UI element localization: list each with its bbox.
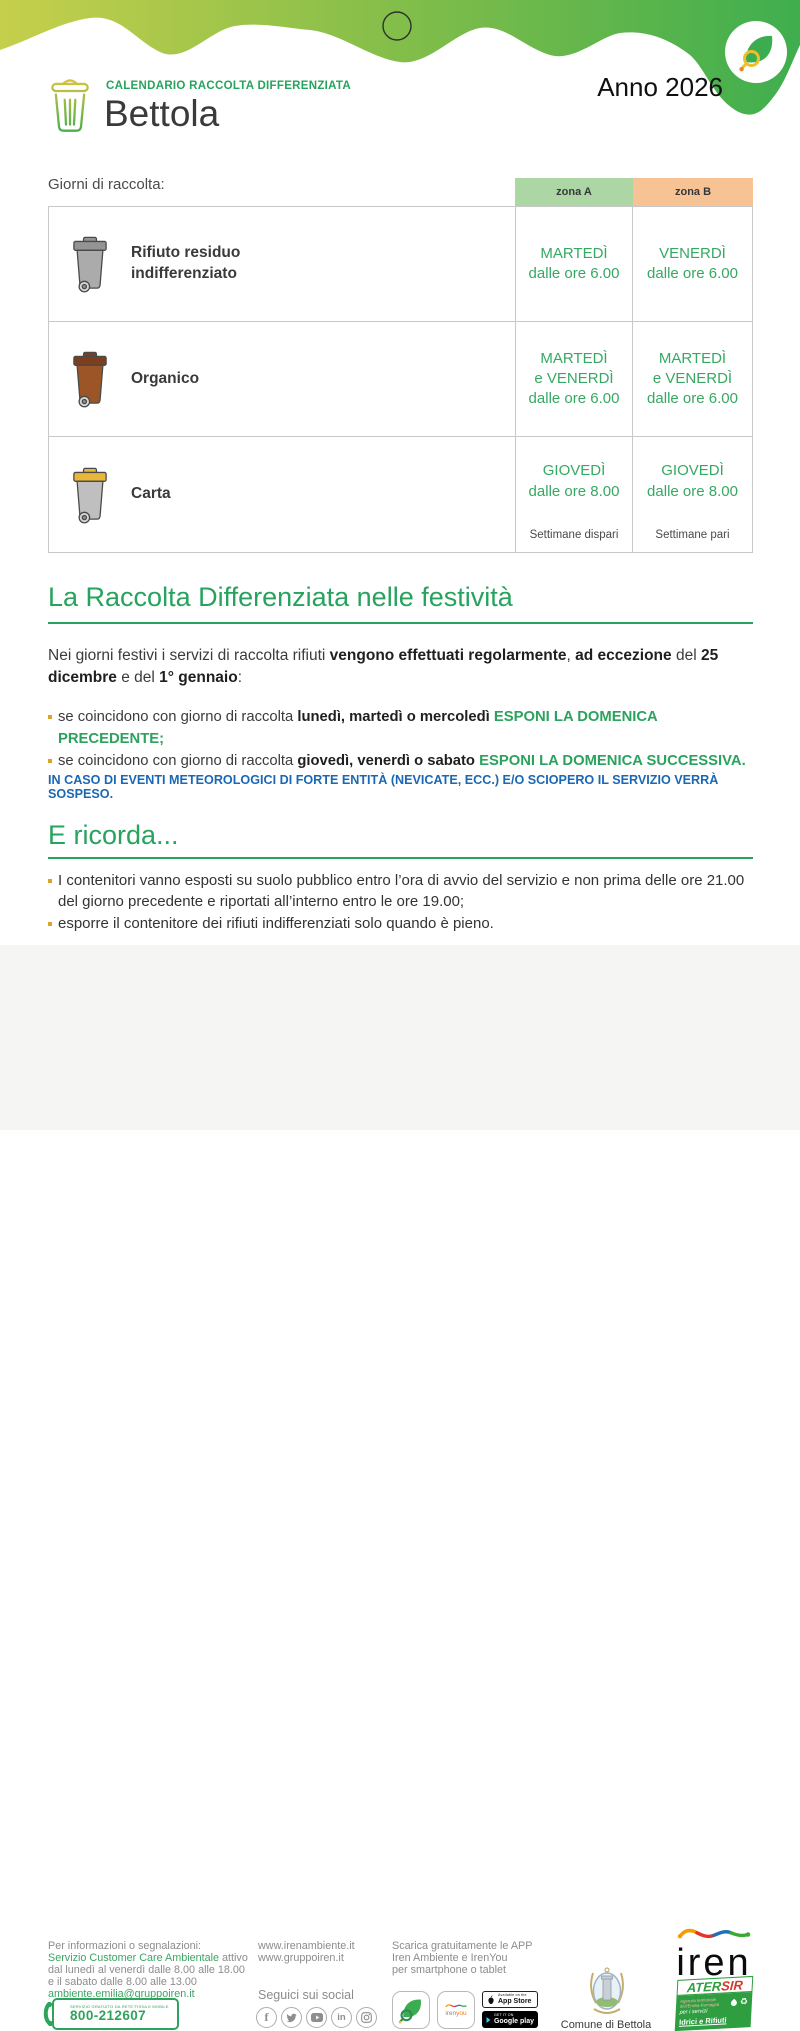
recycle-icon: ♻ bbox=[739, 1996, 749, 2007]
footer: Per informazioni o segnalazioni: Servizi… bbox=[0, 945, 800, 2031]
page-title: Bettola bbox=[104, 93, 220, 134]
social-icons: f in bbox=[256, 2007, 377, 2028]
zone-b-days: MARTEDÌ e VENERDÌ dalle ore 6.00 bbox=[647, 349, 738, 408]
comune-di-bettola-crest bbox=[590, 1967, 624, 2014]
zone-a-days: GIOVEDÌ dalle ore 8.00 bbox=[528, 462, 620, 500]
zone-a-header: zona A bbox=[515, 178, 633, 206]
phone-number: 800-212607 bbox=[70, 2008, 147, 2024]
iren-logo: iren bbox=[672, 1926, 756, 1984]
iren-ambiente-app-icon[interactable] bbox=[392, 1991, 430, 2029]
table-row: Organico MARTEDÌ e VENERDÌ dalle ore 6.0… bbox=[49, 322, 752, 437]
app-badges: irenyou Available on the App Store GET IT… bbox=[392, 1991, 538, 2029]
year-label: Anno 2026 bbox=[597, 72, 723, 102]
zone-a-note: Settimane dispari bbox=[529, 529, 619, 541]
facebook-icon[interactable]: f bbox=[256, 2007, 277, 2028]
social-label: Seguici sui social bbox=[258, 1988, 354, 2002]
waste-type-label: Organico bbox=[131, 369, 200, 387]
schedule-caption: Giorni di raccolta: bbox=[48, 176, 165, 193]
iren-ambiente-logo bbox=[725, 21, 787, 83]
yellow-lid-bin-icon bbox=[73, 467, 107, 523]
toll-free-number-badge: SERVIZIO GRATUITO DA RETE FISSA E MOBILE… bbox=[43, 1998, 179, 2030]
bullet-icon bbox=[48, 921, 52, 926]
list-item: I contenitori vanno esposti su suolo pub… bbox=[48, 870, 754, 913]
zone-a-days: MARTEDÌ e VENERDÌ dalle ore 6.00 bbox=[528, 349, 620, 408]
contact-info: Per informazioni o segnalazioni: Servizi… bbox=[48, 1940, 248, 2001]
website-link[interactable]: www.irenambiente.it bbox=[258, 1940, 355, 1952]
linkedin-icon[interactable]: in bbox=[331, 2007, 352, 2028]
atersir-logo: ATERSIR Agenzia territoriale dell’Emilia… bbox=[674, 1975, 754, 2031]
app-store-badge[interactable]: Available on the App Store bbox=[482, 1991, 538, 2008]
zone-a-days: MARTEDÌ dalle ore 6.00 bbox=[528, 244, 620, 282]
bullet-icon bbox=[48, 715, 52, 719]
list-item: se coincidono con giorno di raccolta lun… bbox=[48, 706, 760, 750]
waste-type-label: Carta bbox=[131, 485, 171, 503]
section-title-festivita: La Raccolta Differenziata nelle festivit… bbox=[48, 582, 513, 612]
google-play-badge[interactable]: GET IT ON Google play bbox=[482, 2011, 538, 2028]
ricorda-bullets: I contenitori vanno esposti su suolo pub… bbox=[48, 870, 754, 934]
youtube-icon[interactable] bbox=[306, 2007, 327, 2028]
trash-bin-icon bbox=[51, 79, 89, 132]
header-wave bbox=[0, 0, 800, 115]
play-icon bbox=[486, 2016, 491, 2023]
list-item: se coincidono con giorno di raccolta gio… bbox=[48, 750, 760, 772]
iren-wordmark: iren bbox=[676, 1942, 752, 1984]
calendar-kicker: CALENDARIO RACCOLTA DIFFERENZIATA bbox=[106, 80, 351, 92]
bullet-icon bbox=[48, 879, 52, 883]
irenyou-app-icon[interactable]: irenyou bbox=[437, 1991, 475, 2029]
waste-type-label: Rifiuto residuo indifferenziato bbox=[131, 244, 241, 282]
water-drop-icon bbox=[729, 1998, 739, 2007]
zone-b-note: Settimane pari bbox=[655, 529, 730, 541]
schedule-table: Rifiuto residuo indifferenziato MARTEDÌ … bbox=[48, 206, 753, 553]
brown-bin-icon bbox=[73, 351, 107, 408]
zone-b-header: zona B bbox=[633, 178, 753, 206]
list-item: esporre il contenitore dei rifiuti indif… bbox=[48, 913, 754, 934]
apple-icon bbox=[488, 1994, 494, 2004]
section-rule bbox=[48, 622, 753, 624]
festivita-bullets: se coincidono con giorno di raccolta lun… bbox=[48, 706, 760, 773]
section-title-ricorda: E ricorda... bbox=[48, 820, 179, 850]
websites: www.irenambiente.it www.gruppoiren.it bbox=[258, 1940, 355, 1964]
zone-b-days: GIOVEDÌ dalle ore 8.00 bbox=[647, 462, 738, 500]
instagram-icon[interactable] bbox=[356, 2007, 377, 2028]
punch-hole-icon bbox=[382, 11, 412, 41]
customer-care-label: Servizio Customer Care Ambientale bbox=[48, 1952, 220, 1965]
section-rule bbox=[48, 857, 753, 859]
festivita-intro: Nei giorni festivi i servizi di raccolta… bbox=[48, 647, 719, 687]
twitter-icon[interactable] bbox=[281, 2007, 302, 2028]
table-row: Carta GIOVEDÌ dalle ore 8.00 Settimane d… bbox=[49, 437, 752, 552]
zone-b-days: VENERDÌ dalle ore 6.00 bbox=[647, 244, 738, 282]
iren-wave-icon bbox=[677, 1928, 751, 1939]
table-row: Rifiuto residuo indifferenziato MARTEDÌ … bbox=[49, 207, 752, 322]
bullet-icon bbox=[48, 759, 52, 764]
apps-text: Scarica gratuitamente le APP Iren Ambien… bbox=[392, 1940, 533, 1977]
phone-icon bbox=[43, 2001, 54, 2027]
comune-label: Comune di Bettola bbox=[560, 2019, 652, 2031]
website-link[interactable]: www.gruppoiren.it bbox=[258, 1952, 344, 1965]
grey-bin-icon bbox=[73, 236, 107, 293]
weather-notice: IN CASO DI EVENTI METEOROLOGICI DI FORTE… bbox=[48, 773, 719, 801]
